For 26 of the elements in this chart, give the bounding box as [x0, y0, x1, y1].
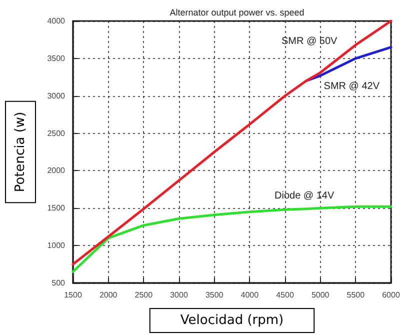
y-axis-title: Potencia (w) [13, 112, 28, 192]
y-tick-label: 500 [52, 278, 66, 288]
x-tick-label: 5500 [346, 290, 366, 300]
x-tick-label: 3000 [170, 290, 188, 300]
y-tick-label: 3000 [47, 91, 66, 100]
line-series [304, 46, 392, 82]
x-tick-label: 5000 [311, 290, 330, 300]
y-tick-label: 2500 [47, 128, 66, 138]
x-tick-label: 3500 [205, 290, 224, 300]
chart-title: Alternator output power vs. speed [170, 8, 304, 18]
x-tick-label: 4000 [240, 290, 260, 300]
x-tick-label: 2000 [99, 290, 118, 300]
x-tick-label: 6000 [382, 290, 400, 300]
x-tick-label: 1500 [64, 290, 82, 300]
line-series [72, 205, 392, 274]
x-tick-label: 2500 [134, 290, 154, 300]
series-label: SMR @ 42V [324, 80, 380, 92]
series-label: SMR @ 50V [281, 36, 338, 48]
x-tick-label: 4500 [276, 290, 294, 300]
y-tick-label: 1500 [47, 204, 66, 213]
y-tick-label: 1000 [47, 241, 66, 250]
y-tick-label: 2000 [47, 166, 66, 176]
y-tick-label: 4000 [47, 16, 66, 26]
x-axis-title: Velocidad (rpm) [180, 313, 284, 328]
y-tick-label: 3500 [47, 54, 66, 63]
series-label: Diode @ 14V [274, 190, 334, 202]
